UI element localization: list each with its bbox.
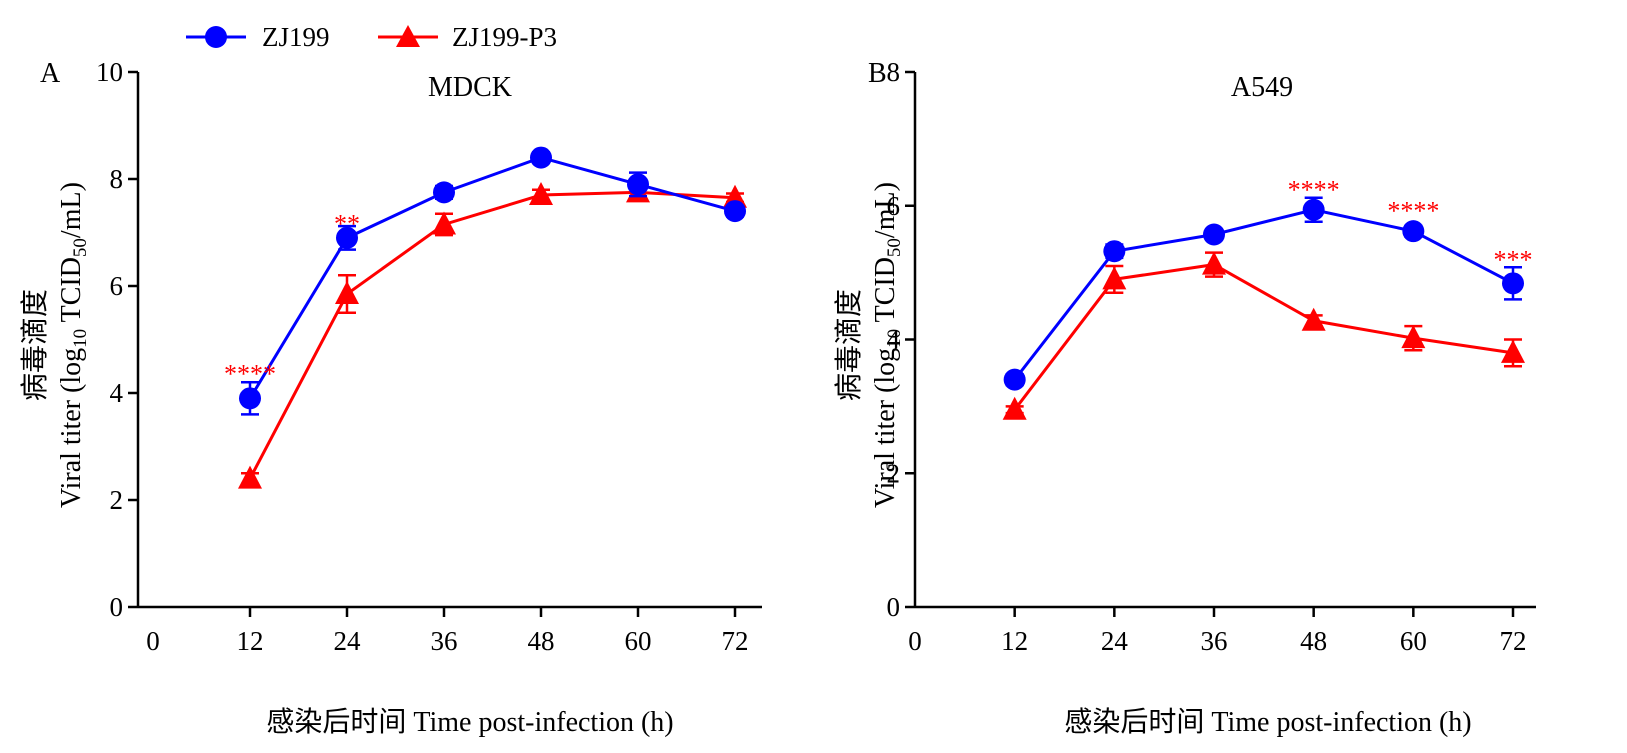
panel-b-y-tick-label: 0 (887, 592, 901, 622)
panel-a-point-zj199-p3 (335, 281, 359, 305)
panel-a-y-tick-label: 6 (110, 271, 124, 301)
panel-b-y-tick-label: 8 (887, 57, 901, 87)
panel-a-x-tick-label: 12 (237, 626, 264, 656)
legend-marker-zj199-p3 (396, 25, 420, 47)
panel-b-xlabel: 感染后时间 Time post-infection (h) (1064, 706, 1471, 738)
panel-b-significance-label: *** (1494, 246, 1533, 275)
panel-b-y-tick-label: 4 (887, 325, 901, 355)
panel-a-line-zj199-p3 (248, 190, 736, 480)
legend-label-zj199-p3: ZJ199-P3 (452, 22, 557, 52)
panel-a-letter: A (40, 58, 61, 89)
panel-b-x-tick-label: 60 (1400, 626, 1427, 656)
panel-b-point-zj199 (1103, 240, 1126, 263)
panel-a-x-tick-label: 60 (625, 626, 652, 656)
legend-item-zj199: ZJ199 (186, 22, 330, 52)
legend-marker-zj199 (205, 26, 227, 48)
panel-a-ylabel-cn: 病毒滴度 (19, 289, 51, 401)
panel-a-significance-label: ** (334, 209, 360, 238)
panel-b-point-zj199 (1502, 272, 1524, 295)
panel-a-y-tick-label: 10 (96, 57, 123, 87)
panel-a-x-tick-label: 72 (722, 626, 749, 656)
panel-a-y-tick-label: 4 (110, 378, 124, 408)
panel-b-letter: B (868, 58, 887, 89)
panel-a-xlabel: 感染后时间 Time post-infection (h) (266, 706, 673, 738)
panel-b-x-tick-label: 36 (1201, 626, 1228, 656)
panel-b-point-zj199 (1402, 220, 1425, 243)
panel-a-point-zj199-p3 (432, 211, 456, 235)
panel-b-point-zj199-p3 (1002, 396, 1027, 420)
panel-b-x-tick-label: 24 (1101, 626, 1129, 656)
panel-a-x-tick-label: 48 (528, 626, 555, 656)
panel-b-point-zj199-p3 (1401, 325, 1426, 349)
panel-a-line-zj199 (248, 156, 736, 400)
panel-a-point-zj199-p3 (238, 465, 262, 489)
panel-a-point-zj199 (627, 173, 649, 196)
panel-b-ylabel-cn: 病毒滴度 (833, 289, 865, 401)
panel-a-y-tick-label: 0 (110, 592, 124, 622)
panel-b-line-zj199-p3 (1013, 263, 1514, 411)
panel-a-point-zj199 (433, 181, 455, 204)
panel-b-significance-label: **** (1387, 197, 1439, 226)
panel-b-y-tick-label: 2 (887, 458, 901, 488)
panel-b-title: A549 (1231, 72, 1293, 103)
panel-a-y-tick-label: 2 (110, 485, 124, 515)
panel-a-point-zj199 (724, 200, 746, 223)
panel-b-point-zj199-p3 (1501, 339, 1525, 363)
panel-b-x-tick-label: 72 (1500, 626, 1527, 656)
panel-b-point-zj199 (1003, 368, 1026, 391)
panel-a-significance-label: **** (224, 359, 276, 388)
panel-a-point-zj199-p3 (529, 182, 553, 206)
panel-a-x-tick-label: 0 (146, 626, 160, 656)
panel-b-x-tick-label: 0 (908, 626, 922, 656)
panel-b: B A549 病毒滴度 Viral titer (log10 TCID50/mL… (833, 57, 1536, 738)
panel-a: A MDCK 病毒滴度 Viral titer (log10 TCID50/mL… (19, 57, 762, 738)
panel-a-point-zj199 (336, 226, 358, 249)
panel-a-ylabel: Viral titer (log10 TCID50/mL) (56, 182, 91, 508)
panel-b-line-zj199 (1013, 208, 1514, 381)
panel-b-point-zj199-p3 (1102, 266, 1127, 290)
legend: ZJ199 ZJ199-P3 (186, 22, 557, 52)
legend-item-zj199-p3: ZJ199-P3 (378, 22, 557, 52)
panel-a-x-tick-label: 36 (431, 626, 458, 656)
panel-b-point-zj199-p3 (1301, 307, 1326, 331)
panel-a-y-tick-label: 8 (110, 164, 124, 194)
panel-b-y-tick-label: 6 (887, 191, 901, 221)
panel-b-ylabel: Viral titer (log10 TCID50/mL) (870, 182, 905, 508)
panel-b-point-zj199 (1203, 223, 1225, 246)
panel-b-significance-label: **** (1288, 175, 1340, 204)
panel-b-point-zj199-p3 (1202, 251, 1226, 275)
panel-a-point-zj199 (530, 146, 552, 169)
panel-b-point-zj199 (1302, 198, 1325, 221)
legend-label-zj199: ZJ199 (262, 22, 330, 52)
panel-a-point-zj199 (239, 387, 261, 410)
panel-a-x-tick-label: 24 (334, 626, 362, 656)
panel-b-x-tick-label: 48 (1300, 626, 1327, 656)
panel-a-title: MDCK (428, 72, 512, 103)
panel-b-x-tick-label: 12 (1001, 626, 1028, 656)
